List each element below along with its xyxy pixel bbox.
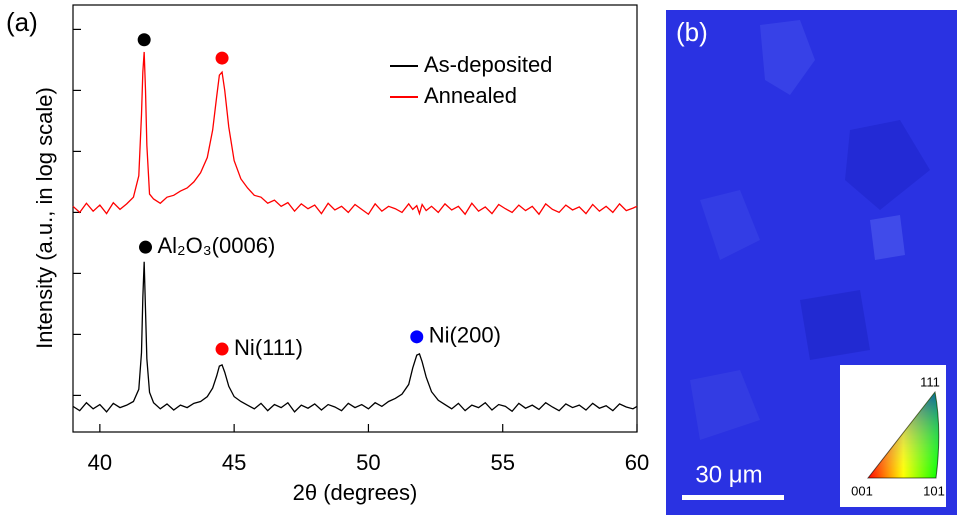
peak-marker [215,51,229,65]
peak-label: Al₂O₃(0006) [158,233,276,258]
panel-label: (a) [6,7,38,37]
ipf-label: 111 [920,374,940,389]
peak-label: Ni(200) [429,323,501,348]
scale-bar-label: 30 μm [695,461,762,488]
line-series [72,261,638,413]
grain [870,215,905,260]
x-axis-label: 2θ (degrees) [293,480,418,505]
grain [800,290,870,360]
ipf-label: 101 [923,483,945,498]
panel-label: (b) [676,17,708,47]
line-series [72,51,638,216]
x-tick-label: 60 [625,450,649,475]
scale-bar [682,495,784,500]
grain [690,370,760,440]
grain [760,20,815,95]
grain [845,120,930,210]
ipf-triangle-outline [866,390,940,479]
peak-marker [139,240,153,254]
grain [700,190,760,260]
legend-label: Annealed [424,83,517,108]
x-tick-label: 45 [222,450,246,475]
y-axis-label: Intensity (a.u., in log scale) [32,87,57,349]
plot-frame [72,4,638,433]
plot: 40 45 50 55 60 Al₂O₃(0006) Ni(111) Ni(200) As-de… [72,28,649,475]
peak-marker [137,33,151,47]
x-tick-label: 55 [490,450,514,475]
ipf-label: 001 [851,483,873,498]
peak-label: Ni(111) [234,335,303,360]
x-tick-label: 40 [88,450,112,475]
legend-label: As-deposited [424,52,552,77]
peak-marker [410,330,424,344]
x-tick-label: 50 [356,450,380,475]
ebsd-map: (b) 30 μm 001 101 111 [666,10,957,515]
peak-marker [215,342,229,356]
